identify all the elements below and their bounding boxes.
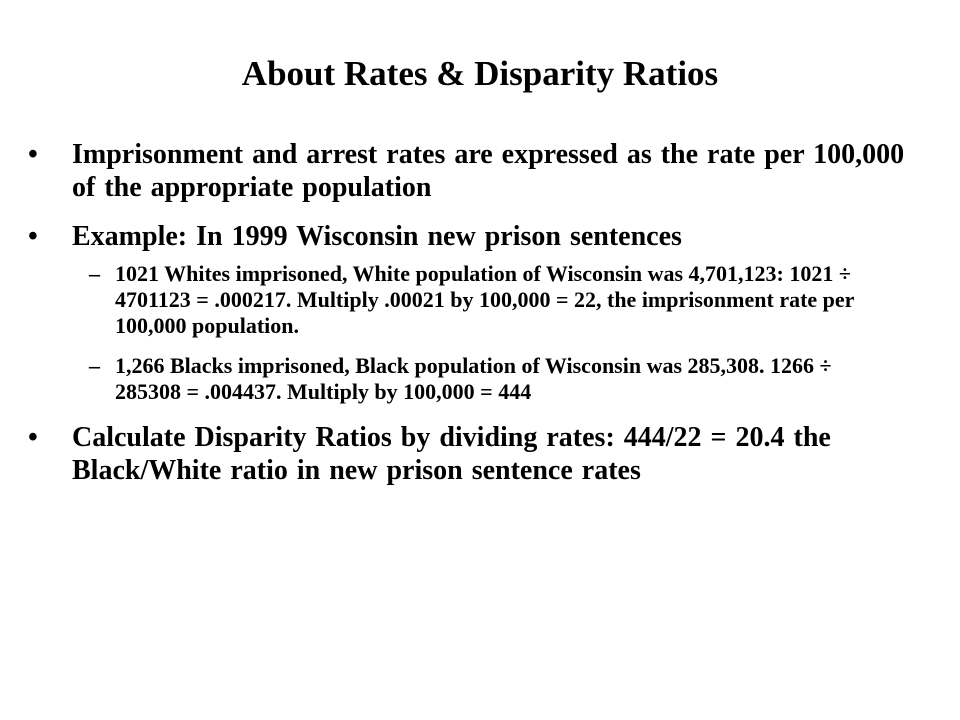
sub-bullet-marker: – [89, 353, 100, 378]
bullet-list: • Imprisonment and arrest rates are expr… [28, 138, 908, 503]
bullet-item-disparity-ratio: • Calculate Disparity Ratios by dividing… [28, 421, 908, 487]
sub-bullet-text: 1021 Whites imprisoned, White population… [115, 261, 855, 338]
sub-bullet-text: 1,266 Blacks imprisoned, Black populatio… [115, 353, 832, 404]
bullet-marker: • [28, 139, 38, 170]
bullet-text: Example: In 1999 Wisconsin new prison se… [72, 221, 682, 252]
sub-bullet-blacks: – 1,266 Blacks imprisoned, Black populat… [28, 353, 885, 405]
bullet-text: Calculate Disparity Ratios by dividing r… [72, 422, 831, 486]
sub-bullet-whites: – 1021 Whites imprisoned, White populati… [28, 261, 885, 339]
bullet-marker: • [28, 422, 38, 453]
sub-bullet-marker: – [89, 261, 100, 286]
bullet-marker: • [28, 221, 38, 252]
bullet-item-example: • Example: In 1999 Wisconsin new prison … [28, 220, 908, 253]
bullet-text: Imprisonment and arrest rates are expres… [72, 139, 905, 203]
bullet-item-rates-definition: • Imprisonment and arrest rates are expr… [28, 138, 908, 204]
sub-bullet-list: – 1021 Whites imprisoned, White populati… [28, 261, 908, 405]
slide-title: About Rates & Disparity Ratios [241, 54, 719, 93]
